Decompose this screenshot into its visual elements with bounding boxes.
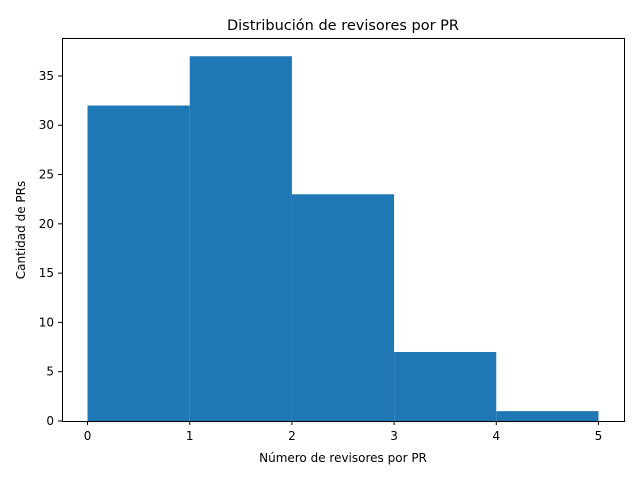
histogram-bar-4 — [496, 411, 599, 421]
x-tick-label: 2 — [288, 429, 296, 443]
y-tick-label: 10 — [39, 315, 54, 329]
chart-title: Distribución de revisores por PR — [227, 18, 459, 34]
y-axis-label: Cantidad de PRs — [14, 181, 28, 279]
histogram-bar-3 — [394, 351, 497, 421]
x-axis-label: Número de revisores por PR — [259, 451, 427, 465]
y-tick-label: 5 — [46, 365, 54, 379]
y-tick-label: 15 — [39, 266, 54, 280]
y-tick-label: 0 — [46, 414, 54, 428]
x-tick-label: 1 — [186, 429, 194, 443]
x-tick-label: 5 — [595, 429, 603, 443]
y-tick-label: 35 — [39, 69, 54, 83]
y-axis-ticks: 0 5 10 15 20 25 30 35 — [39, 69, 62, 428]
plot-frame — [62, 38, 625, 422]
x-tick-label: 4 — [492, 429, 500, 443]
bars-group — [87, 56, 599, 421]
histogram-bar-1 — [189, 56, 292, 421]
y-tick-label: 30 — [39, 118, 54, 132]
histogram-bar-0 — [87, 105, 190, 421]
x-tick-label: 0 — [84, 429, 92, 443]
y-tick-label: 20 — [39, 217, 54, 231]
histogram-bar-2 — [291, 194, 395, 421]
y-tick-label: 25 — [39, 168, 54, 182]
x-axis-ticks: 0 1 2 3 4 5 — [84, 421, 603, 443]
x-tick-label: 3 — [390, 429, 398, 443]
